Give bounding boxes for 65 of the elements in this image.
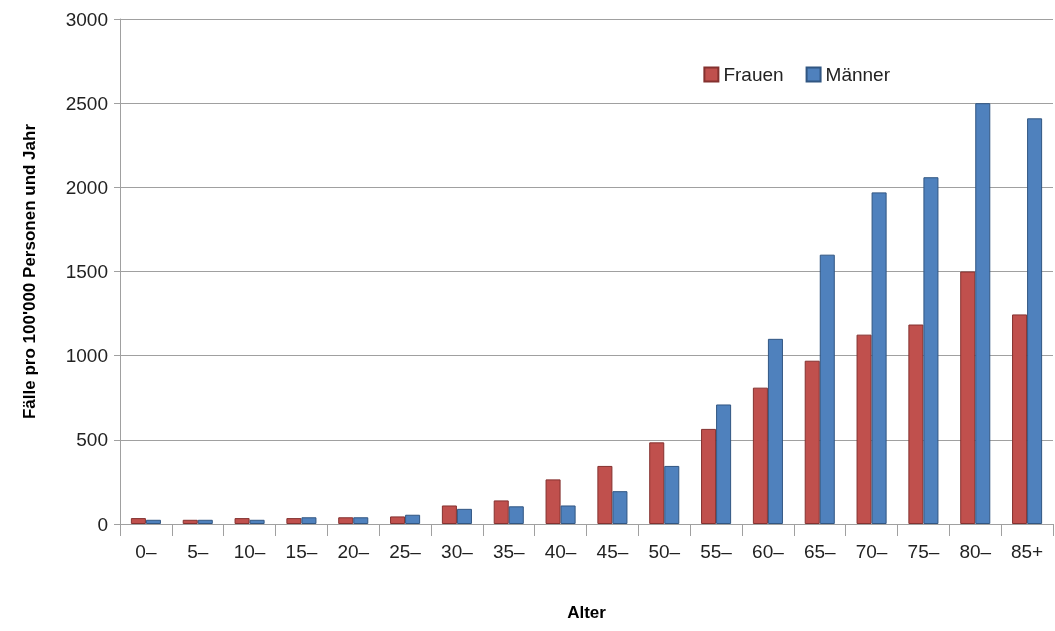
x-tick-label: 40– bbox=[544, 541, 577, 562]
bar bbox=[390, 516, 406, 524]
x-tick-label: 25– bbox=[389, 541, 422, 562]
bar bbox=[249, 519, 265, 524]
bar bbox=[923, 177, 939, 524]
bar bbox=[441, 505, 457, 524]
x-tick-label: 45– bbox=[596, 541, 629, 562]
x-tick-label: 70– bbox=[855, 541, 888, 562]
bar bbox=[856, 334, 872, 524]
bar bbox=[338, 517, 354, 524]
bar bbox=[493, 500, 509, 524]
bar bbox=[960, 271, 976, 524]
bar bbox=[405, 514, 421, 524]
y-axis-title: Fälle pro 100'000 Personen und Jahr bbox=[20, 123, 39, 420]
bar bbox=[701, 428, 717, 524]
bar bbox=[804, 360, 820, 524]
x-tick-label: 30– bbox=[441, 541, 474, 562]
bar bbox=[286, 518, 302, 524]
bar bbox=[597, 465, 613, 524]
x-tick-label: 85+ bbox=[1010, 541, 1044, 562]
x-tick-label: 5– bbox=[187, 541, 209, 562]
x-tick-label: 75– bbox=[907, 541, 940, 562]
x-tick-label: 80– bbox=[959, 541, 992, 562]
bar bbox=[819, 254, 835, 524]
x-tick-label: 10– bbox=[233, 541, 266, 562]
x-tick-label: 50– bbox=[648, 541, 681, 562]
bar bbox=[234, 518, 250, 524]
y-tick-label: 0 bbox=[97, 513, 108, 535]
bar bbox=[197, 519, 213, 524]
y-tick-label: 2000 bbox=[65, 176, 108, 198]
legend-label: Männer bbox=[825, 64, 891, 85]
bar bbox=[1012, 314, 1028, 524]
bar bbox=[649, 442, 665, 524]
x-tick-label: 0– bbox=[135, 541, 157, 562]
bar bbox=[456, 508, 472, 524]
y-tick-label: 2500 bbox=[65, 92, 108, 114]
bar bbox=[716, 404, 732, 524]
bar bbox=[301, 517, 317, 524]
bar bbox=[145, 519, 161, 524]
bar bbox=[130, 518, 146, 524]
x-tick-label: 55– bbox=[700, 541, 733, 562]
bar bbox=[560, 505, 576, 524]
bar bbox=[353, 517, 369, 524]
y-tick-label: 3000 bbox=[65, 8, 108, 30]
bar bbox=[908, 324, 924, 524]
bar bbox=[612, 491, 628, 524]
bar bbox=[545, 479, 561, 524]
x-tick-label: 65– bbox=[803, 541, 837, 562]
x-axis-title: Alter bbox=[567, 603, 607, 622]
y-tick-label: 1000 bbox=[65, 345, 108, 367]
bar bbox=[767, 338, 783, 524]
bar bbox=[871, 192, 887, 524]
x-tick-label: 35– bbox=[492, 541, 526, 562]
bar bbox=[664, 465, 680, 524]
bar bbox=[1027, 118, 1043, 524]
bar bbox=[752, 387, 768, 524]
bar bbox=[508, 506, 524, 524]
legend-label: Frauen bbox=[723, 64, 784, 85]
y-tick-label: 1500 bbox=[65, 261, 108, 282]
x-tick-label: 20– bbox=[337, 541, 370, 562]
bar bbox=[182, 519, 198, 524]
y-tick-label: 500 bbox=[76, 429, 108, 451]
x-tick-label: 15– bbox=[285, 541, 318, 562]
bar bbox=[975, 103, 991, 524]
x-tick-label: 60– bbox=[752, 541, 785, 562]
